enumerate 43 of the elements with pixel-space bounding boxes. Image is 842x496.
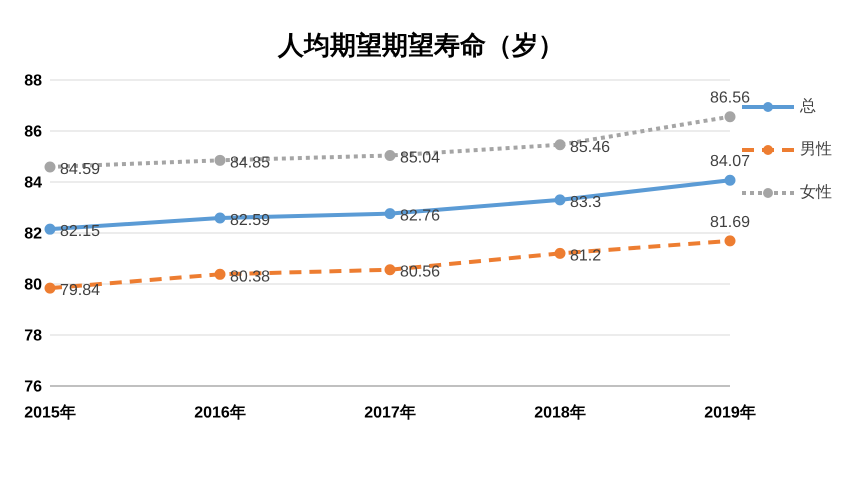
chart-title: 人均期望期望寿命（岁） — [276, 30, 565, 62]
point — [724, 235, 736, 246]
data-label: 84.59 — [60, 160, 100, 178]
y-tick-label: 80 — [24, 276, 42, 294]
x-tick-label: 2015年 — [24, 403, 76, 422]
y-tick-label: 84 — [24, 174, 42, 192]
y-tick-label: 82 — [24, 226, 42, 243]
data-label: 80.56 — [400, 264, 440, 281]
data-label: 85.46 — [570, 138, 610, 156]
point — [384, 208, 396, 220]
x-tick-label: 2017年 — [364, 403, 416, 422]
x-tick-label: 2018年 — [534, 403, 586, 422]
data-label: 81.2 — [570, 247, 602, 264]
legend-label: 总 — [800, 97, 816, 117]
y-tick-label: 78 — [24, 328, 42, 345]
data-label: 79.84 — [60, 282, 100, 300]
point — [554, 248, 566, 259]
data-label: 80.38 — [230, 268, 270, 286]
data-label: 84.85 — [230, 154, 270, 172]
point — [44, 282, 56, 294]
point — [214, 212, 226, 224]
legend-label: 男性 — [800, 140, 832, 160]
x-tick-label: 2016年 — [194, 403, 246, 422]
point — [384, 264, 396, 276]
point — [44, 161, 56, 172]
point — [214, 268, 226, 280]
point — [384, 150, 396, 161]
data-label: 84.07 — [710, 153, 750, 170]
y-tick-label: 76 — [24, 378, 42, 396]
point — [724, 111, 736, 122]
y-tick-label: 86 — [24, 124, 42, 141]
y-tick-label: 88 — [24, 72, 42, 90]
data-label: 81.69 — [710, 214, 750, 231]
legend-label: 女性 — [800, 183, 832, 203]
point — [724, 174, 736, 186]
data-label: 86.56 — [710, 90, 750, 107]
data-label: 85.04 — [400, 149, 440, 166]
point — [554, 194, 566, 206]
x-tick-label: 2019年 — [704, 403, 756, 422]
data-label: 83.3 — [570, 194, 602, 211]
point — [554, 139, 566, 150]
point — [214, 154, 226, 166]
point — [44, 224, 56, 235]
